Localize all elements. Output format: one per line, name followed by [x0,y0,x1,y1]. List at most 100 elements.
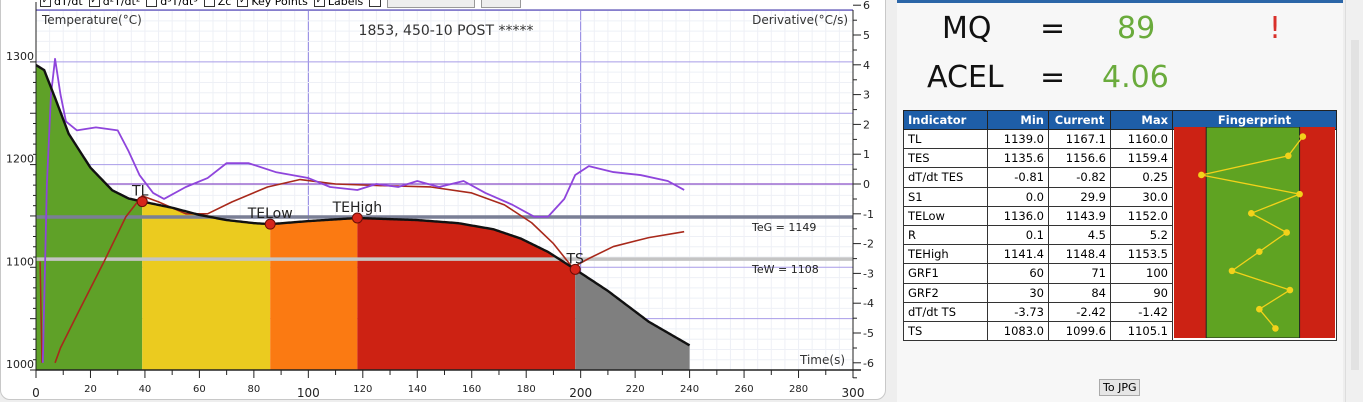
cell-indicator: GRF2 [903,282,988,303]
cell-current: 71 [1048,263,1111,284]
toolbar-button[interactable] [387,0,476,8]
toolbar-button[interactable] [481,0,522,8]
checkbox-dt-dt[interactable]: ✓ dT/dt [40,0,83,8]
fingerprint-point [1296,190,1303,198]
cell-max: 1152.0 [1110,205,1173,226]
key-point-label: TEHigh [332,200,383,216]
table-row: dT/dt TS -3.73 -2.42 -1.42 [903,301,1337,322]
table-row: TEHigh 1141.4 1148.4 1153.5 [903,244,1337,265]
cell-current: 1156.6 [1048,148,1111,169]
y-left-tick-label: 1100 [6,255,34,268]
checkbox-label: d²T/dt² [102,0,141,8]
cell-current: 1167.1 [1048,128,1111,150]
cell-current: 29.9 [1048,186,1111,207]
fingerprint-point [1198,171,1205,179]
x-tick-label: 260 [735,384,754,395]
cell-indicator: S1 [903,186,988,207]
key-point-label: TS [565,251,584,267]
cell-indicator: dT/dt TES [903,167,988,188]
cell-current: 1143.9 [1048,205,1111,226]
x-tick-label: 80 [247,384,260,395]
header-indicator: Indicator [903,110,988,130]
checkbox-box[interactable]: ✓ [88,0,100,7]
y-left-axis-label: Temperature(°C) [41,13,142,27]
y-right-tick-label: 3 [863,89,870,102]
cell-min: 60 [987,263,1049,284]
checkbox-label: d³T/dt³ [160,0,198,8]
checkbox-zc[interactable]: Zc [203,0,232,8]
y-right-tick-label: 5 [863,29,870,42]
checkbox-box[interactable]: ✓ [313,0,325,7]
chart-title: 1853, 450-10 POST ***** [359,23,534,39]
reference-label: TeW = 1108 [751,263,819,276]
checkbox-d-t-dt-[interactable]: d³T/dt³ [146,0,198,8]
cell-indicator: TES [903,148,988,169]
x-tick-label: 140 [408,384,427,395]
x-tick-label: 180 [517,384,536,395]
y-right-tick-label: -3 [863,267,874,280]
acel-value: 4.06 [1102,60,1169,95]
cell-indicator: TELow [903,205,988,226]
checkbox-label: Zc [217,0,232,8]
checkbox-key-points[interactable]: ✓ Key Points [237,0,308,8]
cell-min: 1139.0 [987,128,1049,150]
checkbox-labels[interactable]: ✓ Labels [313,0,364,8]
cell-max: 1153.5 [1110,244,1173,265]
cell-indicator: GRF1 [903,263,988,284]
checkbox-box[interactable]: ✓ [40,0,51,7]
checkbox-box[interactable] [203,0,215,7]
key-point-telow [264,218,276,230]
cell-current: 4.5 [1048,224,1111,246]
checkbox-label: Labels [327,0,364,8]
y-right-tick-label: -5 [863,327,874,340]
cell-indicator: dT/dt TS [903,301,988,322]
cell-min: 0.1 [987,224,1049,246]
alert-icon: ! [1269,11,1282,46]
to-jpg-button[interactable]: To JPG [1099,379,1141,396]
fingerprint-point [1256,305,1263,313]
reference-label: TeG = 1149 [751,221,816,234]
fingerprint-point [1247,210,1255,217]
cell-max: 30.0 [1110,186,1173,207]
key-point-ts [569,263,581,275]
cell-min: -3.73 [987,301,1049,322]
fingerprint-point [1299,133,1307,140]
cell-current: -0.82 [1048,167,1111,188]
cell-max: 90 [1110,282,1173,303]
region-fill-4 [575,269,690,370]
cell-min: 0.0 [987,186,1049,207]
y-left-tick-label: 1000 [6,358,34,371]
header-current: Current [1048,110,1111,130]
x-tick-label: 40 [139,384,152,395]
cell-current: 1099.6 [1048,320,1111,342]
checkbox-d-t-dt-[interactable]: ✓ d²T/dt² [88,0,141,8]
table-row: TS 1083.0 1099.6 1105.1 [903,320,1337,342]
scrollbar-thumb[interactable] [1351,40,1359,370]
key-point-label: TELow [247,206,293,222]
table-row: R 0.1 4.5 5.2 [903,224,1337,246]
cell-max: 1159.4 [1110,148,1173,169]
x-tick-label: 0 [32,386,40,400]
cell-indicator: TEHigh [903,244,988,265]
cell-max: 100 [1110,263,1173,284]
x-tick-label: 240 [680,384,699,395]
checkbox-box[interactable]: ✓ [237,0,249,7]
toolbar-button[interactable] [369,0,382,7]
y-right-tick-label: 4 [863,59,870,72]
x-tick-label: 220 [626,384,645,395]
scrollbar[interactable] [1345,0,1363,402]
fingerprint-point [1286,286,1294,294]
key-point-label: TL [131,184,149,200]
table-row: GRF1 60 71 100 [903,263,1337,284]
checkbox-label: dT/dt [54,0,83,8]
x-tick-label: 200 [569,386,592,400]
key-point-tehigh [351,212,363,224]
y-right-tick-label: 2 [863,118,870,131]
y-right-tick-label: 1 [863,148,870,161]
fingerprint-point [1272,325,1279,332]
first-derivative-line [41,57,685,363]
region-fill-2 [270,218,358,370]
fingerprint-point [1285,152,1292,160]
checkbox-box[interactable] [146,0,158,7]
cell-min: -0.81 [987,167,1049,188]
